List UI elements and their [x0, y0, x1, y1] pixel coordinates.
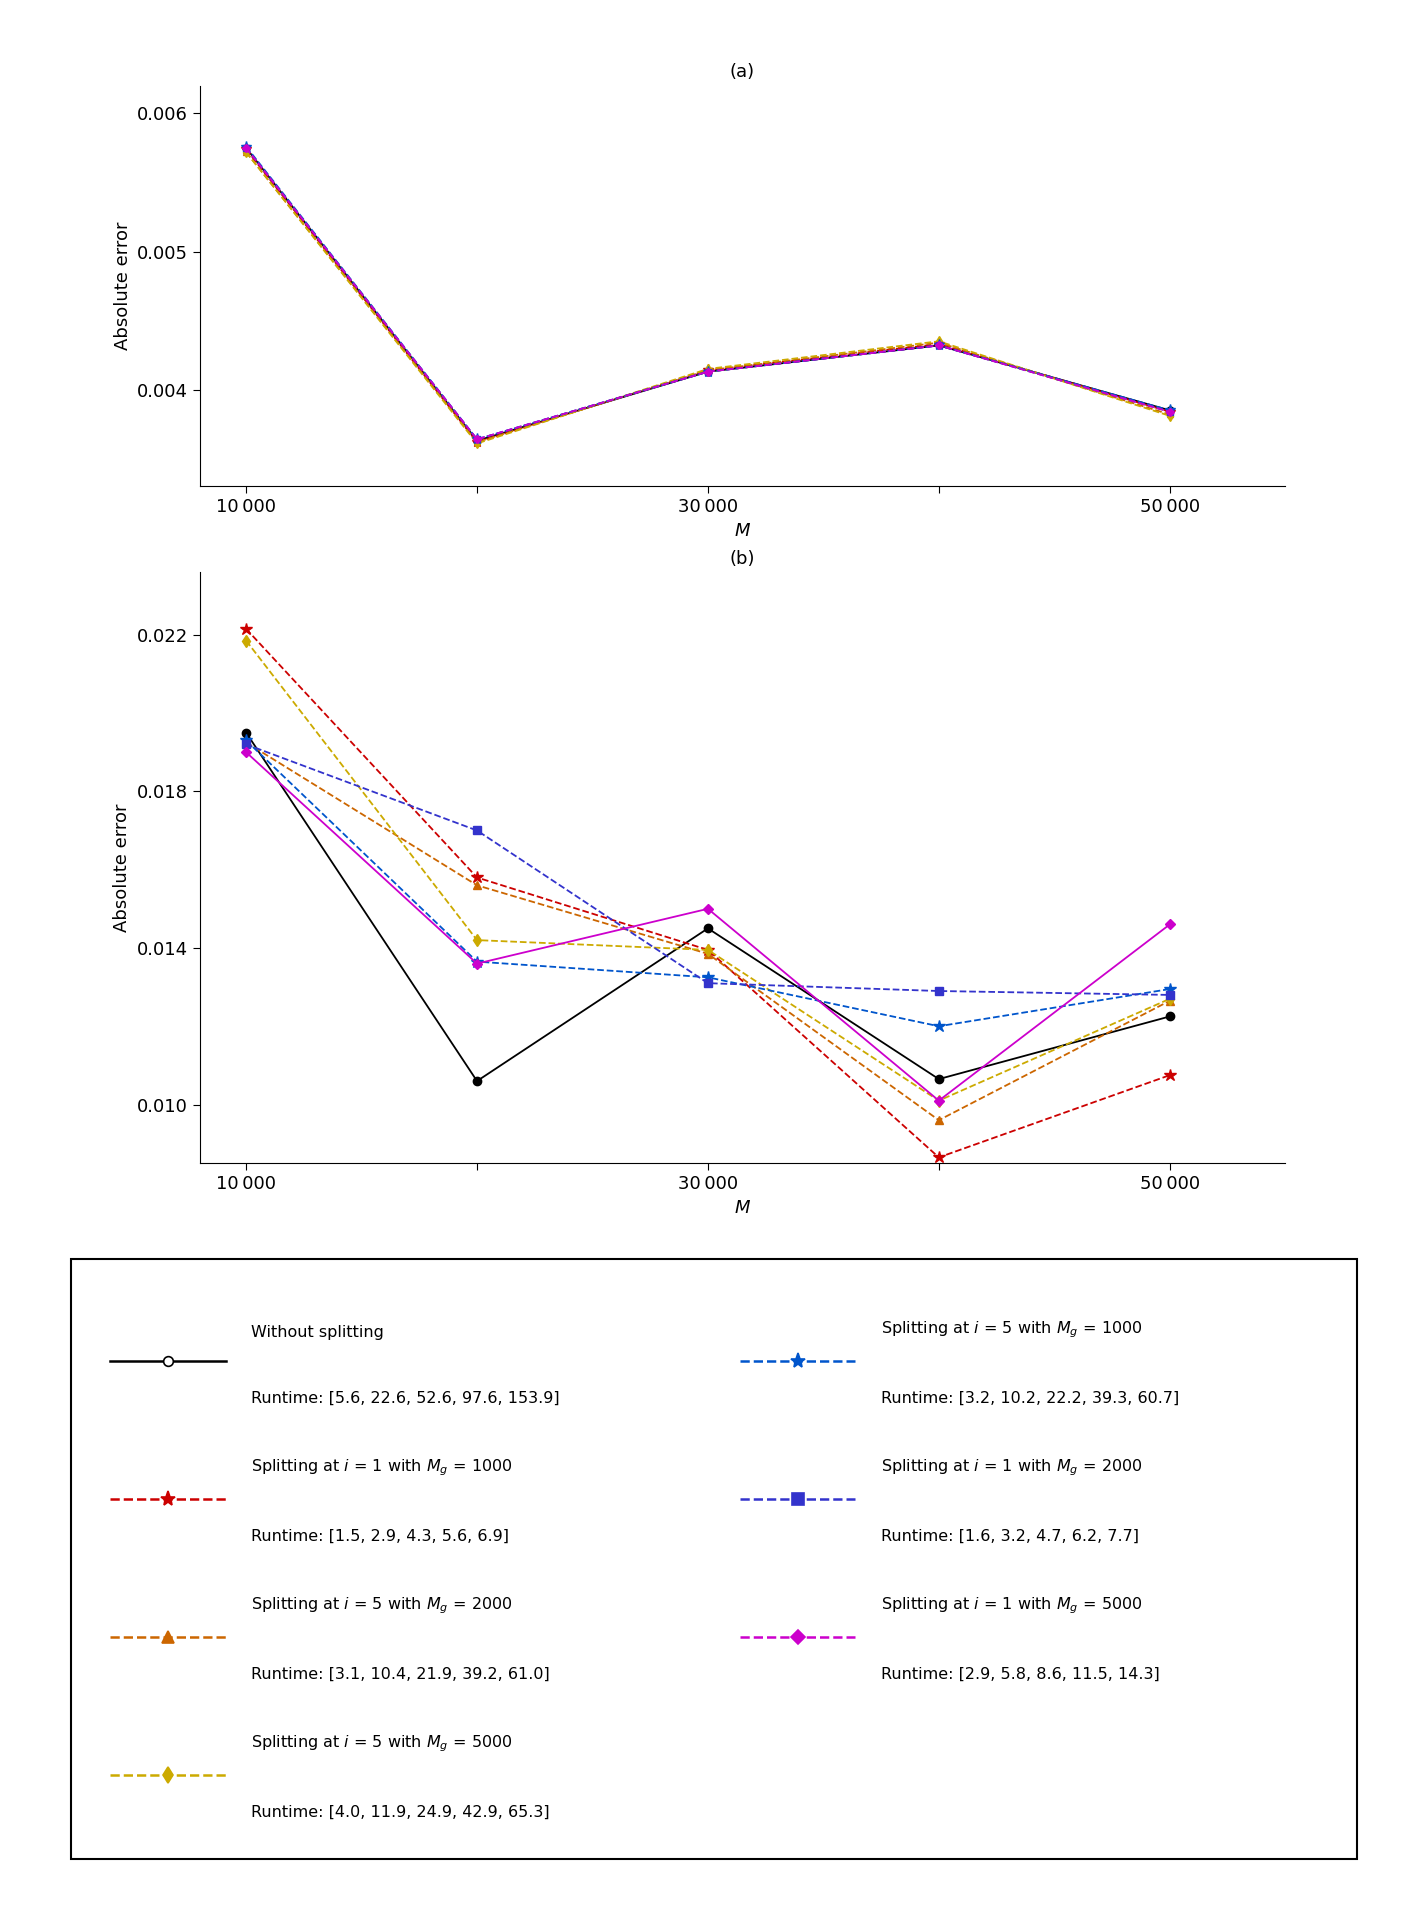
- Title: (b): (b): [730, 549, 755, 568]
- X-axis label: M: M: [735, 523, 750, 540]
- Text: Splitting at $i$ = 5 with $M_g$ = 2000: Splitting at $i$ = 5 with $M_g$ = 2000: [251, 1596, 513, 1615]
- Text: Runtime: [3.1, 10.4, 21.9, 39.2, 61.0]: Runtime: [3.1, 10.4, 21.9, 39.2, 61.0]: [251, 1667, 550, 1682]
- Text: Splitting at $i$ = 5 with $M_g$ = 5000: Splitting at $i$ = 5 with $M_g$ = 5000: [251, 1733, 513, 1754]
- Text: Splitting at $i$ = 1 with $M_g$ = 1000: Splitting at $i$ = 1 with $M_g$ = 1000: [251, 1457, 513, 1478]
- Title: (a): (a): [730, 63, 755, 82]
- Text: Runtime: [3.2, 10.2, 22.2, 39.3, 60.7]: Runtime: [3.2, 10.2, 22.2, 39.3, 60.7]: [881, 1390, 1180, 1405]
- Text: Without splitting: Without splitting: [251, 1325, 384, 1341]
- Y-axis label: Absolute error: Absolute error: [114, 221, 131, 351]
- Y-axis label: Absolute error: Absolute error: [113, 803, 131, 933]
- Text: Runtime: [1.6, 3.2, 4.7, 6.2, 7.7]: Runtime: [1.6, 3.2, 4.7, 6.2, 7.7]: [881, 1529, 1140, 1545]
- Text: Runtime: [1.5, 2.9, 4.3, 5.6, 6.9]: Runtime: [1.5, 2.9, 4.3, 5.6, 6.9]: [251, 1529, 510, 1545]
- X-axis label: M: M: [735, 1200, 750, 1217]
- Text: Runtime: [4.0, 11.9, 24.9, 42.9, 65.3]: Runtime: [4.0, 11.9, 24.9, 42.9, 65.3]: [251, 1806, 550, 1821]
- Text: Splitting at $i$ = 5 with $M_g$ = 1000: Splitting at $i$ = 5 with $M_g$ = 1000: [881, 1320, 1142, 1341]
- Text: Splitting at $i$ = 1 with $M_g$ = 2000: Splitting at $i$ = 1 with $M_g$ = 2000: [881, 1457, 1142, 1478]
- Text: Runtime: [5.6, 22.6, 52.6, 97.6, 153.9]: Runtime: [5.6, 22.6, 52.6, 97.6, 153.9]: [251, 1390, 560, 1405]
- Text: Runtime: [2.9, 5.8, 8.6, 11.5, 14.3]: Runtime: [2.9, 5.8, 8.6, 11.5, 14.3]: [881, 1667, 1160, 1682]
- Text: Splitting at $i$ = 1 with $M_g$ = 5000: Splitting at $i$ = 1 with $M_g$ = 5000: [881, 1596, 1142, 1615]
